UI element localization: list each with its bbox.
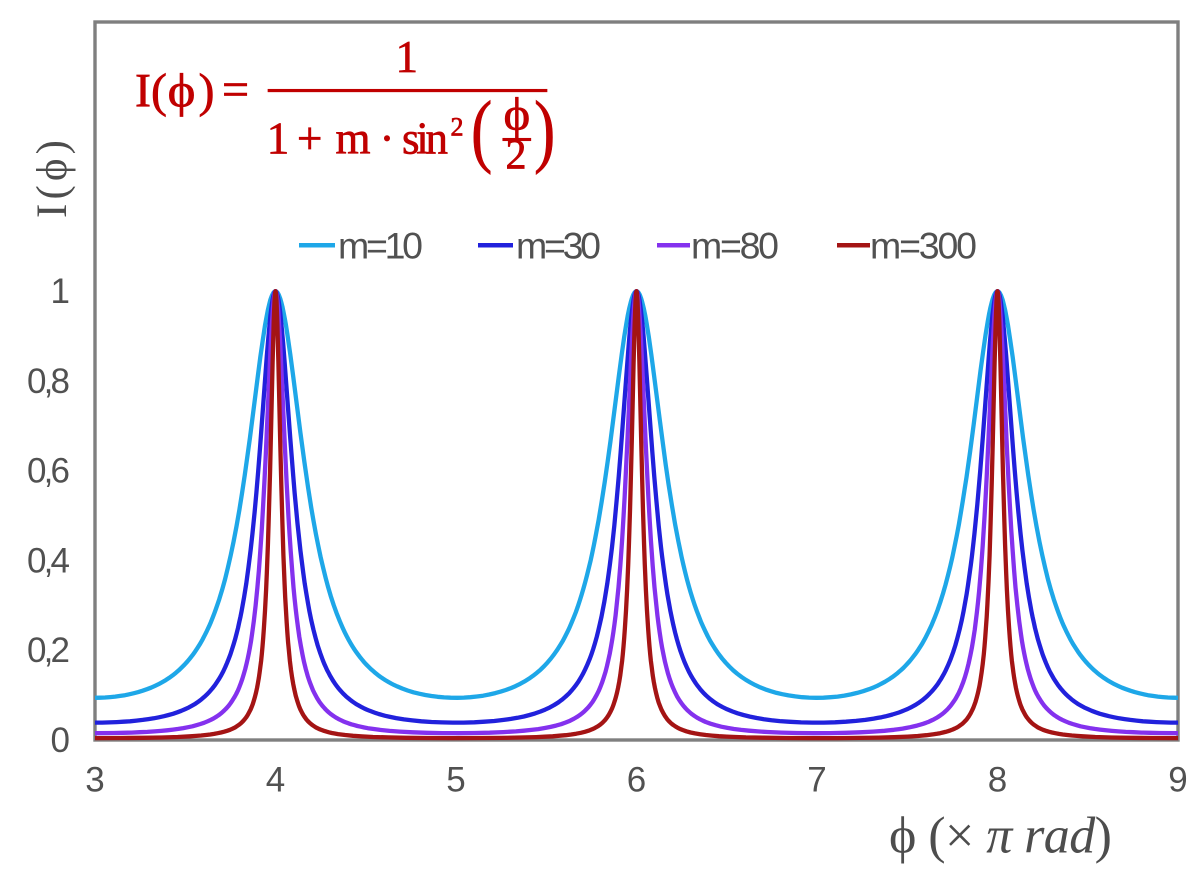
svg-text:5: 5 — [446, 761, 465, 800]
svg-text:m: m — [335, 114, 370, 164]
svg-text:ϕ: ϕ — [503, 87, 530, 140]
svg-text:m=30: m=30 — [516, 224, 601, 266]
svg-text:I(: I( — [135, 65, 167, 118]
svg-text:0,6: 0,6 — [27, 452, 70, 491]
svg-text:8: 8 — [988, 761, 1007, 800]
svg-text:): ) — [199, 65, 215, 118]
svg-text:+: + — [297, 114, 322, 164]
svg-text:7: 7 — [807, 761, 826, 800]
svg-text:I(ϕ): I(ϕ) — [29, 140, 76, 218]
svg-text:9: 9 — [1168, 761, 1187, 800]
svg-text:3: 3 — [85, 761, 104, 800]
svg-text:ϕ: ϕ — [168, 64, 196, 117]
svg-text:·: · — [380, 114, 395, 164]
svg-text:1: 1 — [51, 272, 70, 311]
svg-text:2: 2 — [506, 133, 527, 179]
svg-text:): ) — [534, 83, 555, 174]
svg-text:0,2: 0,2 — [27, 631, 70, 670]
svg-text:sin: sin — [402, 114, 448, 164]
svg-text:m=10: m=10 — [338, 224, 423, 266]
svg-text:m=300: m=300 — [870, 224, 977, 266]
svg-text:=: = — [222, 64, 249, 117]
svg-text:2: 2 — [451, 113, 464, 142]
svg-text:1: 1 — [396, 32, 419, 82]
svg-text:0,8: 0,8 — [27, 362, 70, 401]
svg-text:0: 0 — [51, 721, 70, 760]
svg-text:m=80: m=80 — [691, 224, 779, 266]
svg-text:4: 4 — [266, 761, 285, 800]
svg-text:(: ( — [471, 83, 492, 174]
svg-text:0,4: 0,4 — [27, 541, 70, 580]
svg-text:6: 6 — [627, 761, 646, 800]
svg-text:1: 1 — [267, 114, 290, 164]
svg-text:ϕ (× π rad): ϕ (× π rad) — [889, 807, 1112, 864]
